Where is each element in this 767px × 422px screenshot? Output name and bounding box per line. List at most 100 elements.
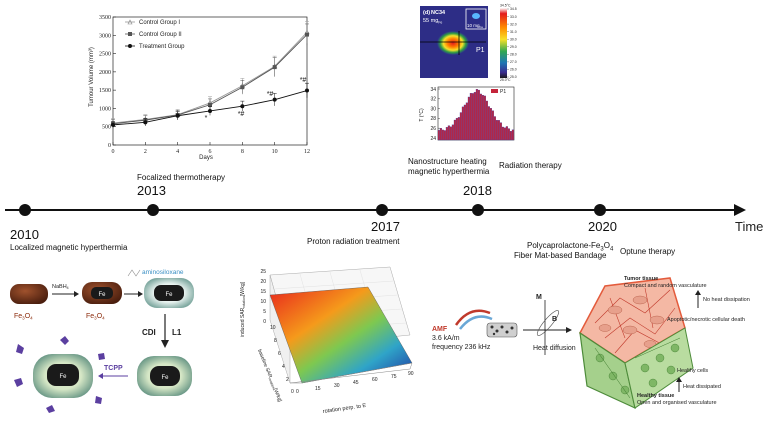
sar-ylabel: rotation perp. to E: [322, 403, 366, 415]
legend-control-2: Control Group II: [139, 32, 182, 38]
colorbar-tick: 29.0: [510, 45, 517, 49]
colorbar-tick: 31.0: [510, 30, 517, 34]
hist-bar: [489, 108, 492, 141]
hist-bar: [509, 131, 512, 141]
timeline-dot-2010: [19, 204, 31, 216]
growth-point: [175, 113, 180, 118]
colorbar-max: 34.5°C: [500, 4, 511, 8]
heat-dissipated-arrow-icon: [676, 377, 682, 382]
colorbar-tick: 28.0: [510, 53, 517, 57]
hist-legend-label: P1: [500, 89, 506, 95]
no-heat-label: No heat dissipation: [703, 297, 750, 303]
sar-xtick-10: 10: [270, 325, 276, 331]
growth-xtick: 2: [144, 149, 147, 155]
label-m: M: [536, 294, 542, 301]
coil-blue-icon: [459, 315, 493, 330]
hist-bar: [447, 125, 450, 141]
heat-diffusion-label: Heat diffusion: [533, 345, 576, 352]
hist-bar: [473, 92, 476, 141]
growth-ytick: 2500: [99, 52, 111, 58]
reagent-nabh4: NaBH4: [52, 284, 69, 290]
coating-label: aminosiloxane: [142, 269, 184, 276]
thermal-inset-box: [465, 8, 487, 30]
core-label-2: Fe: [165, 292, 173, 298]
event-2018-label-1: Nanostructure heating: [408, 157, 487, 166]
sig-marker-day10: *#: [267, 91, 274, 98]
growth-xtick: 12: [304, 149, 310, 155]
core-label-3: Fe: [161, 375, 169, 381]
sar-ytick-30: 30: [334, 383, 340, 389]
hist-ytick: 30: [430, 106, 436, 112]
thermal-panel-label: (d): [423, 10, 430, 16]
growth-point: [305, 32, 309, 37]
colorbar-tick: 33.0: [510, 15, 517, 19]
growth-xtick: 8: [241, 149, 244, 155]
legend-treatment: Treatment Group: [139, 44, 185, 50]
event-2018-label-2: magnetic hyperthermia: [408, 167, 490, 176]
heat-dissipated-label: Heat dissipated: [683, 384, 721, 390]
growth-ytick: 0: [108, 143, 111, 149]
colorbar-tick: 32.0: [510, 22, 517, 26]
sig-marker-day12: *#: [300, 77, 307, 84]
hist-bar: [453, 119, 456, 141]
siloxane-chain-icon: [127, 269, 141, 277]
growth-point: [208, 108, 212, 113]
hist-bar: [441, 129, 444, 141]
fe3o4-particle: [10, 284, 48, 304]
event-2010-label: Localized magnetic hyperthermia: [10, 243, 128, 252]
core-label-4: Fe: [59, 374, 67, 380]
event-2020-label-1: Polycaprolactone-Fe3O4: [527, 241, 614, 253]
event-2020-label-2: Fiber Mat-based Bandage: [514, 251, 607, 260]
hist-bar: [455, 117, 458, 141]
hist-bar: [501, 126, 504, 141]
year-2018: 2018: [463, 183, 492, 198]
hist-bar: [467, 96, 470, 141]
thermal-inset-spot: [472, 13, 480, 19]
hist-bar: [437, 130, 440, 141]
legend-triangle-icon: [127, 19, 133, 25]
label-fe3o4-2: Fe3O4: [86, 313, 105, 321]
event-2013-label: Focalized thermotherapy: [137, 173, 226, 182]
year-2017: 2017: [371, 219, 400, 234]
tumour-growth-chart: Tumour Volume (mm³) Days 0 500 1000 1500 200…: [89, 15, 310, 161]
hist-bar: [445, 127, 448, 141]
hist-legend-swatch: [491, 89, 498, 93]
growth-xtick: 0: [112, 149, 115, 155]
hist-bar: [439, 128, 442, 141]
hist-bar: [503, 127, 506, 141]
thermal-image-panel: (d) NC34 55 mgFe 10 mgFe P1 34.5 33.0 32.0…: [420, 4, 517, 81]
timeline-dot-2013: [147, 204, 159, 216]
sar-3d-plot: 0 5 10 15 20 25 induced SARrotation[W/kg…: [240, 266, 414, 415]
sar-zlabel: induced SARrotation[W/kg]: [240, 281, 246, 337]
colorbar-tick: 25.0: [510, 75, 517, 79]
sig-marker-day8: *#: [238, 111, 245, 118]
sar-ztick-25: 25: [260, 269, 266, 275]
sar-xtick-2: 2: [286, 377, 289, 383]
hist-bar: [499, 122, 502, 141]
timeline-dot-2018: [472, 204, 484, 216]
hist-bar: [469, 92, 472, 141]
sar-xtick-0: 0: [291, 389, 294, 395]
growth-point: [272, 65, 277, 70]
growth-xlabel: Days: [199, 155, 213, 161]
hist-bar: [449, 126, 452, 141]
growth-ytick: 2000: [99, 70, 111, 76]
hist-bar: [491, 110, 494, 141]
legend-square-icon: [128, 32, 132, 36]
colorbar-tick: 27.0: [510, 60, 517, 64]
sig-marker-day6: *: [205, 115, 208, 122]
amf-frequency: frequency 236 kHz: [432, 344, 491, 351]
sar-ztick-5: 5: [263, 309, 266, 315]
hist-bar: [483, 95, 486, 141]
synthesis-scheme: Fe3O4 NaBH4 Fe Fe3O4 Fe aminosiloxane CD…: [10, 269, 194, 413]
hist-ylabel: T (°C): [419, 108, 425, 122]
step-tcpp: TCPP: [104, 365, 123, 372]
thermal-colorbar: [500, 8, 507, 78]
label-b: B: [552, 316, 557, 323]
step-l1: L1: [172, 328, 182, 337]
no-heat-arrow-icon: [695, 290, 701, 295]
hist-bar: [475, 88, 478, 141]
amf-field: 3.6 kA/m: [432, 335, 460, 342]
colorbar-tick: 30.0: [510, 37, 517, 41]
colorbar-tick: 34.5: [510, 7, 517, 11]
